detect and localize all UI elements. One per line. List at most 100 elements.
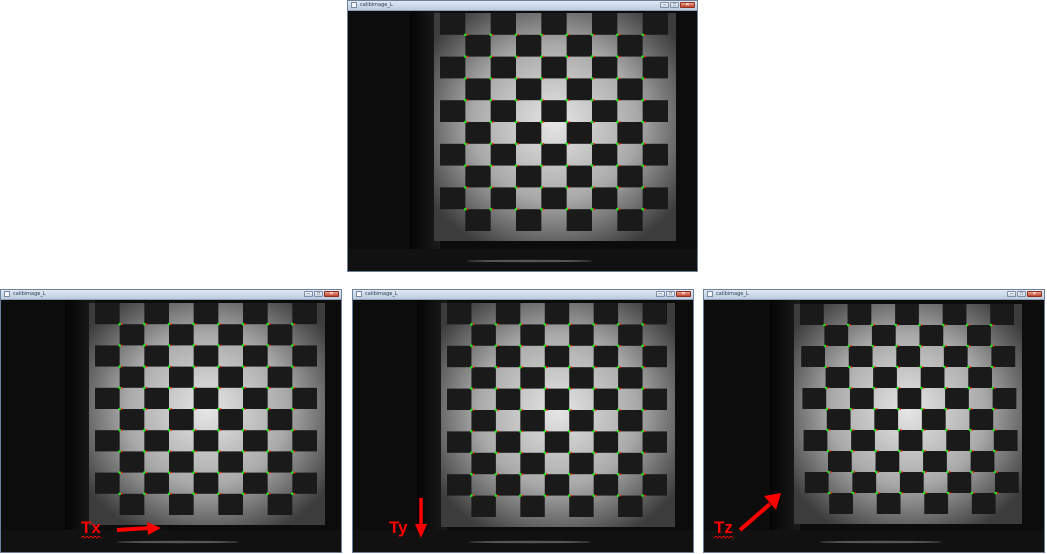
corner-point: [824, 386, 828, 390]
corner-point: [491, 142, 494, 145]
corner-point: [293, 492, 296, 495]
corner-point: [519, 365, 522, 369]
corner-point: [143, 365, 146, 368]
window-reference[interactable]: calibimage_L – □ ✕: [347, 0, 698, 272]
corner-point: [592, 451, 595, 455]
corner-point: [494, 387, 498, 390]
corner-point: [543, 472, 547, 476]
corner-point: [829, 450, 832, 452]
window-ty[interactable]: calibimage_L – □ ✕ Ty: [352, 289, 694, 553]
corner-point: [590, 98, 594, 102]
checker-square: [942, 304, 967, 325]
title-bar[interactable]: calibimage_L – □ ✕: [353, 290, 693, 300]
maximize-button[interactable]: □: [666, 291, 675, 297]
corner-point: [120, 429, 123, 432]
close-button[interactable]: ✕: [680, 2, 695, 8]
corner-point: [542, 55, 545, 58]
checker-square: [95, 303, 120, 325]
corner-point: [291, 428, 294, 432]
corner-point: [241, 492, 245, 496]
corner-point: [514, 98, 518, 102]
corner-point: [872, 386, 876, 390]
corner-point: [570, 366, 573, 369]
detected-corners: [118, 322, 296, 496]
corner-point: [241, 365, 245, 368]
corner-point: [470, 494, 473, 497]
corner-point: [823, 344, 827, 348]
corner-point: [944, 428, 948, 432]
corner-point: [993, 387, 996, 389]
window-tx[interactable]: calibimage_L – □ ✕ Tx: [0, 289, 342, 553]
corner-point: [641, 408, 644, 412]
corner-point: [641, 323, 644, 326]
corner-point: [592, 472, 595, 476]
corner-point: [217, 407, 220, 411]
corner-point: [616, 365, 620, 369]
minimize-button[interactable]: –: [304, 291, 313, 297]
corner-point: [266, 428, 269, 432]
corner-point: [616, 33, 619, 37]
checker-squares: [800, 304, 1019, 514]
checker-square: [824, 325, 849, 346]
corner-point: [618, 208, 621, 211]
corner-point: [514, 186, 518, 189]
minimize-button[interactable]: –: [1007, 291, 1016, 297]
close-button[interactable]: ✕: [1027, 291, 1042, 297]
corner-point: [145, 492, 148, 495]
checker-square: [920, 367, 945, 388]
checker-square: [495, 303, 521, 325]
corner-point: [546, 451, 548, 454]
corner-point: [464, 164, 467, 167]
corner-point: [994, 408, 997, 410]
corner-point: [849, 324, 852, 326]
corner-point: [969, 449, 972, 453]
corner-point: [472, 430, 475, 433]
minimize-button[interactable]: –: [656, 291, 665, 297]
corner-point: [992, 324, 994, 326]
corner-point: [464, 120, 467, 124]
checker-square: [593, 303, 619, 325]
corner-point: [898, 387, 901, 389]
checker-square: [243, 303, 268, 325]
checker-square: [544, 303, 570, 325]
maximize-button[interactable]: □: [1017, 291, 1026, 297]
corner-point: [521, 387, 524, 390]
maximize-button[interactable]: □: [670, 2, 679, 8]
title-bar[interactable]: calibimage_L – □ ✕: [704, 290, 1044, 300]
corner-point: [641, 142, 644, 146]
corner-point: [871, 344, 874, 348]
minimize-button[interactable]: –: [660, 2, 669, 8]
corner-point: [293, 471, 296, 474]
corner-point: [266, 492, 269, 496]
title-bar[interactable]: calibimage_L – □ ✕: [1, 290, 341, 300]
corner-point: [540, 98, 543, 102]
corner-point: [641, 77, 644, 80]
corner-point: [217, 344, 220, 347]
corner-point: [570, 409, 573, 411]
corner-point: [466, 208, 469, 211]
corner-point: [491, 164, 494, 167]
corner-point: [466, 164, 469, 167]
corner-point: [567, 365, 571, 369]
corner-point: [118, 450, 121, 453]
corner-point: [167, 386, 171, 390]
close-button[interactable]: ✕: [676, 291, 691, 297]
checker-square: [541, 187, 567, 210]
title-bar[interactable]: calibimage_L – □ ✕: [348, 1, 697, 11]
corner-point: [291, 471, 294, 474]
corner-point: [921, 449, 925, 453]
checker-square: [520, 452, 545, 475]
corner-point: [472, 451, 475, 454]
corner-point: [519, 408, 522, 412]
corner-point: [827, 387, 830, 389]
checker-square: [544, 345, 570, 368]
corner-point: [616, 323, 620, 326]
close-button[interactable]: ✕: [324, 291, 339, 297]
checker-square: [193, 345, 219, 367]
checker-square: [617, 209, 643, 231]
checker-square: [471, 324, 496, 346]
maximize-button[interactable]: □: [314, 291, 323, 297]
corner-point: [244, 429, 247, 432]
window-tz[interactable]: calibimage_L – □ ✕ Tz: [703, 289, 1045, 553]
corner-point: [192, 450, 195, 453]
